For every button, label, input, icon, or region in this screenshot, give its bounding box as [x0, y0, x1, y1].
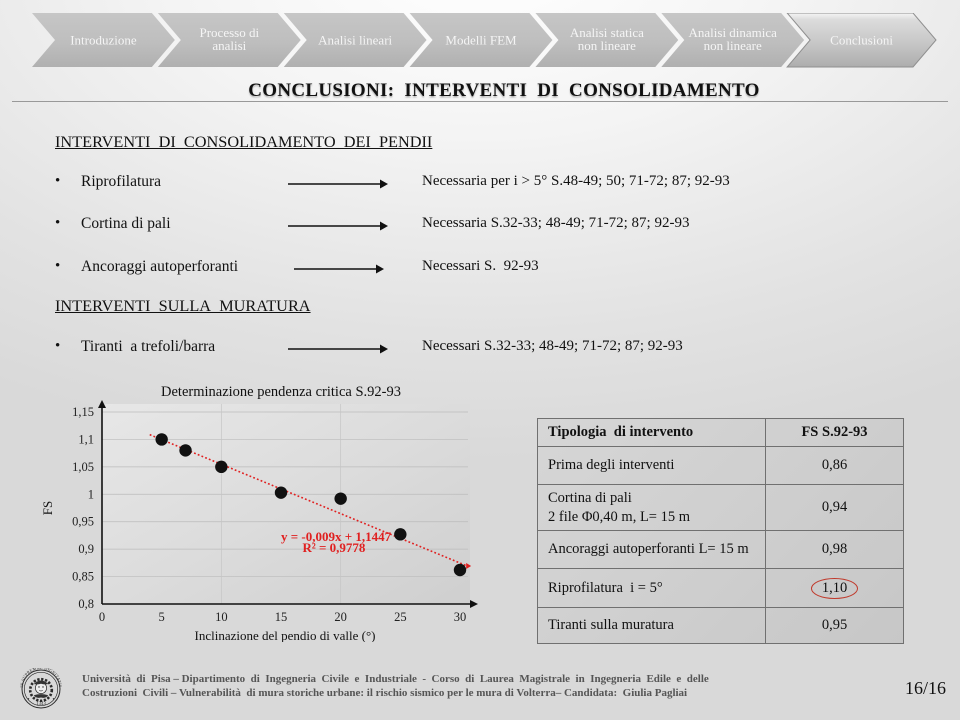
svg-text:20: 20	[334, 610, 347, 624]
svg-text:0,8: 0,8	[78, 597, 94, 611]
svg-text:Determinazione pendenza crit: Determinazione pendenza critica S.92-93	[161, 384, 401, 400]
svg-text:Analisi lineari: Analisi lineari	[318, 33, 392, 48]
svg-text:0: 0	[99, 610, 105, 624]
svg-text:5: 5	[159, 610, 165, 624]
svg-text:1,1: 1,1	[78, 432, 94, 446]
svg-text:10: 10	[215, 610, 228, 624]
svg-text:0,85: 0,85	[72, 570, 94, 584]
svg-text:Modelli FEM: Modelli FEM	[445, 33, 517, 48]
svg-text:1: 1	[88, 487, 94, 501]
svg-text:30: 30	[454, 610, 467, 624]
svg-text:Introduzione: Introduzione	[70, 33, 137, 48]
svg-text:15: 15	[275, 610, 288, 624]
svg-text:25: 25	[394, 610, 407, 624]
svg-text:Conclusioni: Conclusioni	[830, 33, 893, 48]
svg-text:0,9: 0,9	[78, 542, 94, 556]
svg-text:FS: FS	[40, 501, 55, 515]
svg-text:1,15: 1,15	[72, 405, 94, 419]
svg-text:1343: 1343	[36, 702, 46, 707]
svg-text:1,05: 1,05	[72, 460, 94, 474]
svg-text:R² = 0,9778: R² = 0,9778	[302, 540, 365, 555]
svg-text:0,95: 0,95	[72, 515, 94, 529]
svg-text:Inclinazione del pendio di va: Inclinazione del pendio di valle (°)	[195, 628, 376, 642]
